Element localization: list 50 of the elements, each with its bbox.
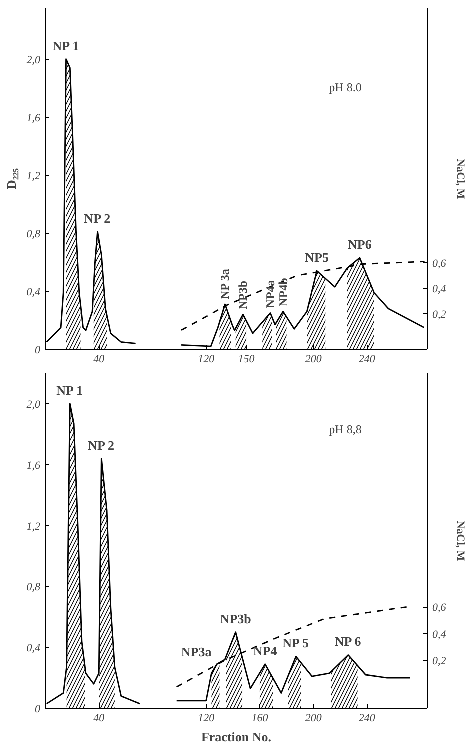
y-tick-label: 1,2	[26, 170, 41, 182]
x-tick-label: 120	[198, 712, 216, 724]
y-tick-label: 1,6	[26, 460, 41, 472]
annotation: NP 6	[334, 634, 362, 650]
y2-tick-label: 0,6	[432, 258, 447, 270]
annotation: NP3b	[236, 280, 250, 310]
y-tick-label: 2,0	[26, 398, 41, 411]
annotation: NP 1	[52, 38, 80, 54]
annotation: NP 3a	[218, 269, 232, 300]
annotation: NP4a	[264, 280, 278, 308]
annotation: NP 1	[56, 382, 83, 398]
y-tick-label: 1,6	[26, 112, 41, 124]
x-tick-label: 240	[358, 712, 376, 724]
x-tick-label: 160	[252, 712, 269, 724]
y2-axis-title: NaCl, M	[454, 520, 466, 562]
y-tick-label: 0,4	[26, 642, 41, 655]
annotation: NP4	[253, 643, 278, 658]
y-tick-label: 0,8	[26, 582, 41, 594]
y-tick-label: 0,4	[26, 286, 41, 298]
y2-axis-title: NaCl, M	[454, 158, 466, 200]
x-tick-label: 200	[305, 712, 322, 724]
y2-tick-label: 0,6	[432, 602, 447, 614]
x-tick-label: 40	[94, 712, 106, 724]
annotation: pH 8,8	[329, 422, 362, 436]
x-tick-label: 240	[358, 354, 376, 366]
y2-tick-label: 0,2	[432, 308, 447, 321]
y-axis-title: D₂₂₅	[4, 168, 19, 190]
annotation: NP3a	[181, 644, 212, 660]
y2-tick-label: 0,4	[432, 283, 447, 296]
y2-tick-label: 0,2	[432, 655, 447, 668]
x-tick-label: 120	[198, 354, 216, 366]
y-tick-label: 2,0	[26, 54, 41, 66]
annotation: pH 8.0	[329, 80, 362, 94]
annotation: NP 2	[88, 438, 114, 453]
x-tick-label: 150	[238, 354, 256, 366]
x-tick-label: 40	[94, 354, 106, 366]
annotation: NP3b	[220, 611, 252, 626]
line-series	[176, 606, 408, 688]
y-tick-label: 0,8	[26, 228, 41, 240]
annotation: NP 5	[282, 636, 310, 651]
y2-tick-label: 0,4	[432, 628, 447, 641]
annotation: NP5	[305, 250, 330, 266]
y-tick-label: 1,2	[26, 520, 41, 533]
annotation: NP6	[348, 237, 372, 252]
x-tick-label: 200	[305, 354, 322, 366]
y-tick-label: 0	[35, 344, 41, 356]
annotation: NP 2	[84, 210, 111, 226]
annotation: NP4b	[276, 278, 290, 307]
x-axis-title: Fraction No.	[201, 730, 272, 744]
y-tick-label: 0	[35, 704, 41, 716]
